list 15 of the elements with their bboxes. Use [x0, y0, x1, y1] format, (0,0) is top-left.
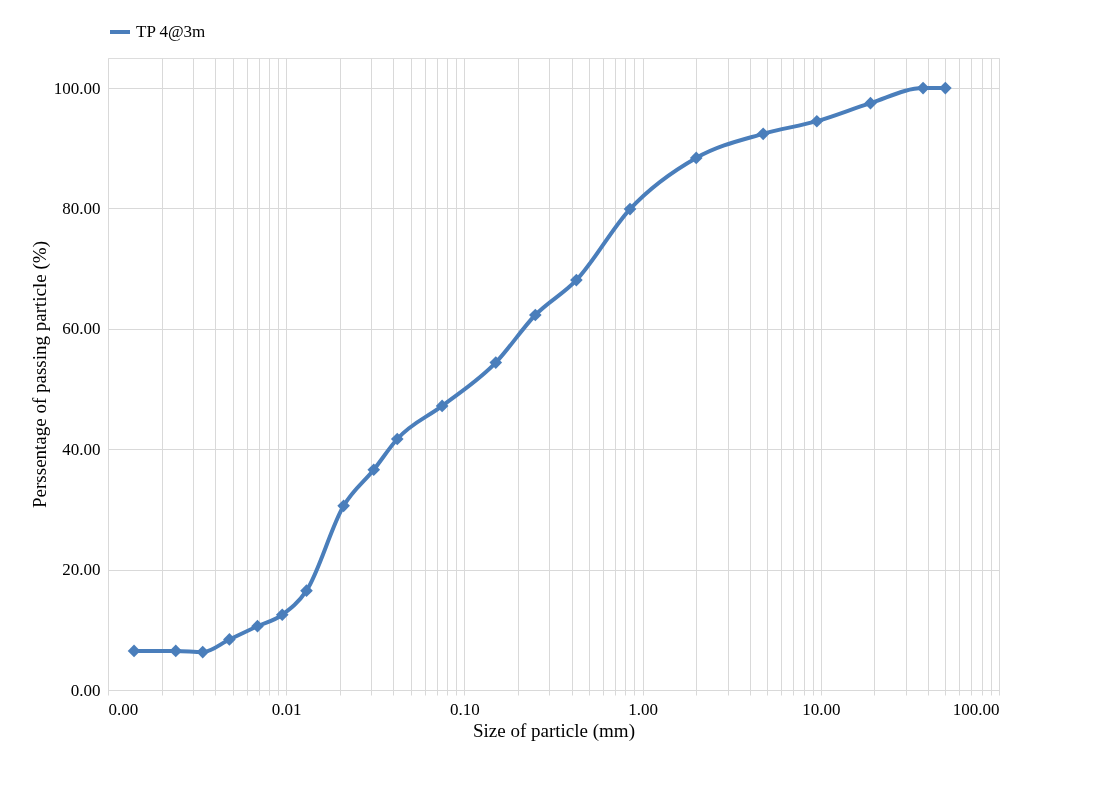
- y-tick-label: 100.00: [53, 78, 101, 98]
- legend-label: TP 4@3m: [136, 22, 206, 41]
- x-tick-label: 100.00: [952, 699, 1000, 719]
- y-tick-label: 0.00: [70, 680, 101, 700]
- x-axis-title: Size of particle (mm): [473, 719, 635, 742]
- y-tick-label: 60.00: [62, 319, 101, 339]
- y-tick-label: 20.00: [62, 560, 101, 580]
- x-tick-label: 1.00: [628, 699, 658, 719]
- x-tick-label: 0.00: [108, 699, 139, 719]
- y-axis-title: Perssentage of passing particle (%): [28, 241, 51, 508]
- x-tick-label: 0.10: [450, 699, 480, 719]
- y-tick-label: 40.00: [62, 439, 101, 459]
- x-tick-label: 0.01: [271, 699, 302, 719]
- y-tick-label: 80.00: [62, 198, 101, 218]
- x-tick-label: 10.00: [802, 699, 841, 719]
